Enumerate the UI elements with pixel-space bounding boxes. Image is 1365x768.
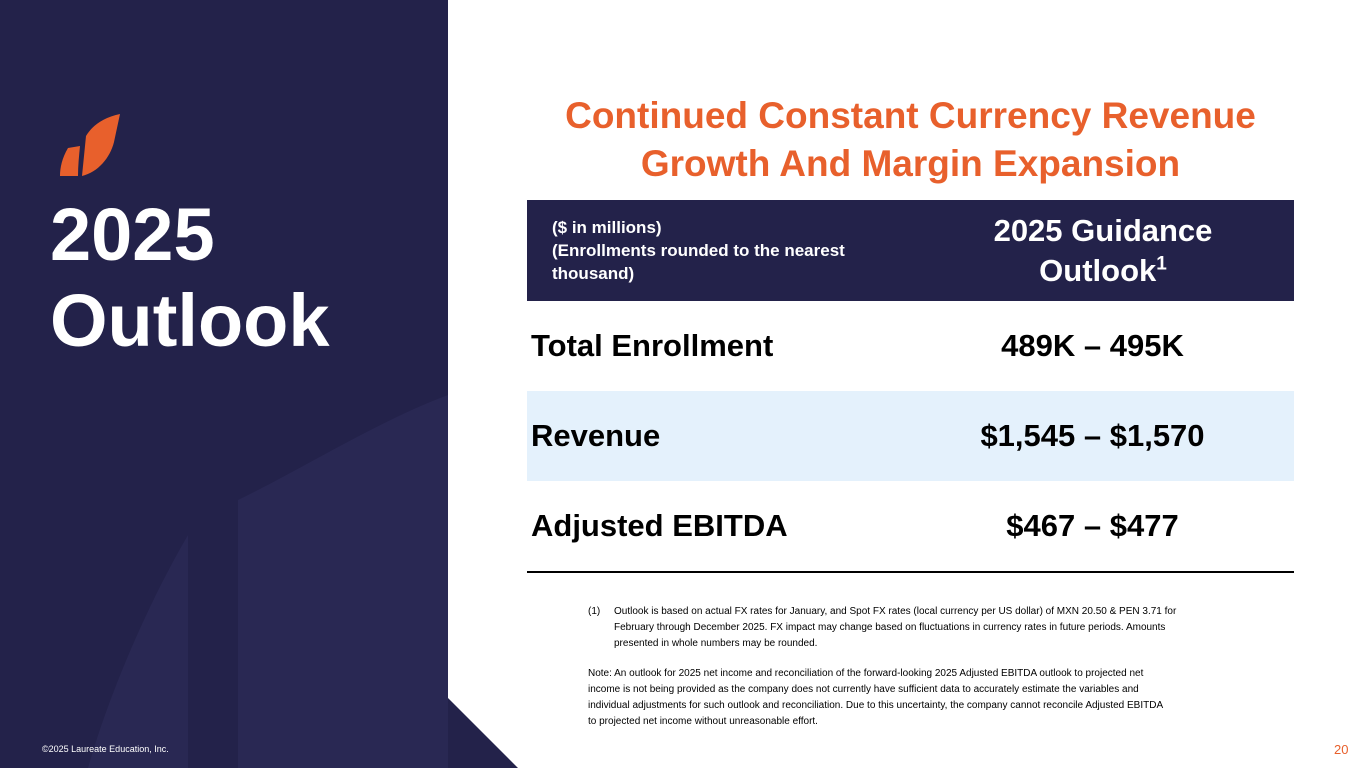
reconciliation-note: Note: An outlook for 2025 net income and…: [588, 666, 1268, 730]
footnote-1-line-3: presented in whole numbers may be rounde…: [614, 638, 818, 649]
row-label: Adjusted EBITDA: [531, 508, 788, 543]
row-value: $1,545 – $1,570: [980, 418, 1205, 453]
left-panel-background: [0, 0, 518, 768]
row-label: Total Enrollment: [531, 328, 774, 363]
header-note-line-1: ($ in millions): [552, 218, 662, 237]
left-panel: 2025 Outlook ©2025 Laureate Education, I…: [0, 0, 520, 768]
note-line-1: Note: An outlook for 2025 net income and…: [588, 668, 1144, 679]
headline-line-2: Growth And Margin Expansion: [640, 143, 1181, 184]
header-guidance-outlook: Outlook: [1039, 252, 1157, 288]
header-guidance-line-2: Outlook1: [912, 251, 1294, 291]
footnote-1-line-1: Outlook is based on actual FX rates for …: [614, 606, 1177, 617]
table-header: ($ in millions) (Enrollments rounded to …: [527, 200, 1294, 301]
page-number: 20: [1334, 742, 1349, 757]
note-line-2: income is not being provided as the comp…: [588, 684, 1139, 695]
note-line-3: individual adjustments for such outlook …: [588, 700, 1164, 711]
footnote-1-text: Outlook is based on actual FX rates for …: [614, 604, 1176, 652]
table-row-total-enrollment: Total Enrollment 489K – 495K: [527, 301, 1294, 391]
header-guidance-line-1: 2025 Guidance: [993, 212, 1213, 248]
table-row-adjusted-ebitda: Adjusted EBITDA $467 – $477: [527, 481, 1294, 571]
footnote-1: (1) Outlook is based on actual FX rates …: [588, 604, 1268, 652]
footnote-1-number: (1): [588, 606, 601, 617]
row-label: Revenue: [531, 418, 661, 453]
laureate-leaf-logo-icon: [60, 114, 120, 176]
slide-title-line-2: Outlook: [50, 279, 330, 362]
headline-line-1: Continued Constant Currency Revenue: [565, 95, 1256, 136]
row-value: $467 – $477: [1006, 508, 1179, 543]
row-value: 489K – 495K: [1001, 328, 1184, 363]
header-units-note: ($ in millions) (Enrollments rounded to …: [527, 216, 912, 285]
guidance-table: ($ in millions) (Enrollments rounded to …: [527, 200, 1294, 573]
copyright-text: ©2025 Laureate Education, Inc.: [42, 744, 169, 754]
slide-title-line-1: 2025: [50, 193, 215, 276]
footnote-1-line-2: February through December 2025. FX impac…: [614, 622, 1166, 633]
footnote-marker: 1: [1156, 253, 1167, 275]
table-row-revenue: Revenue $1,545 – $1,570: [527, 391, 1294, 481]
headline: Continued Constant Currency Revenue Grow…: [527, 92, 1294, 188]
table-bottom-rule: [527, 571, 1294, 573]
slide-title: 2025 Outlook: [50, 192, 330, 364]
header-guidance: 2025 Guidance Outlook1: [912, 211, 1294, 291]
header-note-line-3: thousand): [552, 264, 635, 283]
note-line-4: to projected net income without unreason…: [588, 716, 818, 727]
footnotes: (1) Outlook is based on actual FX rates …: [588, 604, 1268, 730]
header-note-line-2: (Enrollments rounded to the nearest: [552, 241, 845, 260]
